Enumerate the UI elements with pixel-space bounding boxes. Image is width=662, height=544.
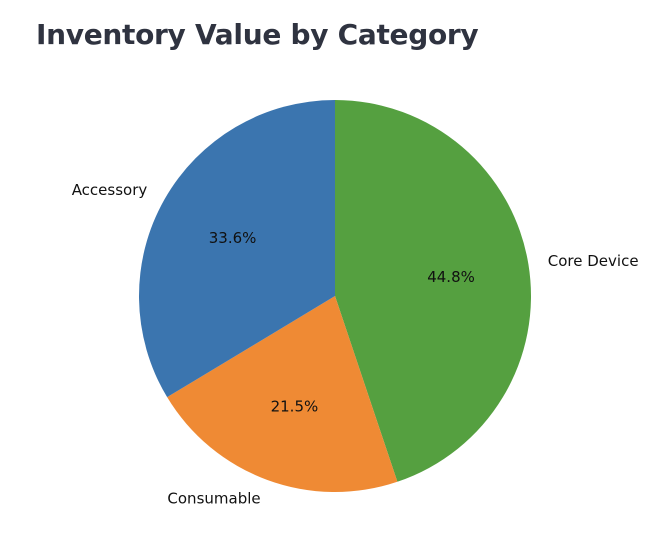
pct-label-core-device: 44.8% (427, 268, 475, 286)
chart-title: Inventory Value by Category (36, 18, 479, 51)
pie-slice-core-device (335, 100, 531, 482)
category-label-core-device: Core Device (548, 252, 639, 270)
pct-label-consumable: 21.5% (271, 397, 319, 415)
category-label-accessory: Accessory (72, 181, 148, 199)
pie-slice-accessory (138, 100, 335, 398)
category-label-consumable: Consumable (167, 489, 260, 507)
pct-label-accessory: 33.6% (209, 229, 257, 247)
pie-slice-consumable (167, 296, 398, 492)
